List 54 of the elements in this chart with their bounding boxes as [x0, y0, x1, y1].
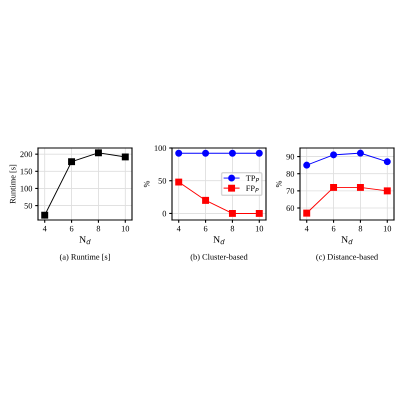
point [330, 184, 338, 191]
point [384, 187, 391, 194]
point [175, 150, 182, 157]
point [330, 151, 338, 158]
x-tick-label: 4 [304, 226, 309, 232]
y-tick-label: 200 [20, 152, 32, 158]
y-tick-label: 90 [286, 154, 294, 160]
point [256, 150, 263, 157]
y-tick-label: 50 [24, 202, 32, 209]
y-tick-label: 150 [20, 168, 32, 174]
text: (a) Runtime [s] [60, 254, 110, 262]
y-tick-label: 100 [154, 145, 166, 151]
x-tick-label: 6 [332, 226, 336, 232]
y-tick-label: 70 [286, 188, 294, 194]
x-axis-title: N$_{d}$ [341, 236, 353, 244]
point [94, 149, 102, 156]
x-tick-label: 10 [384, 226, 392, 232]
point [228, 210, 236, 217]
point [356, 184, 364, 191]
legend-label: FP$_{P}$ [246, 186, 259, 192]
y-tick-label: 50 [158, 178, 166, 184]
point [356, 150, 364, 157]
x-tick-label: 8 [358, 226, 362, 232]
point [68, 158, 76, 166]
text: (b) Cluster-based [190, 254, 248, 262]
x-tick-label: 8 [96, 226, 100, 232]
x-tick-label: 10 [256, 226, 264, 232]
x-axis-title: N$_{d}$ [213, 236, 225, 244]
x-tick-label: 8 [230, 226, 234, 232]
point [303, 210, 310, 217]
legend-label: TP$_{P}$ [246, 175, 260, 182]
x-tick-label: 6 [204, 226, 208, 232]
text: (c) Distance-based [316, 254, 378, 262]
point [41, 212, 48, 219]
y-axis-title: Runtime [s] [10, 164, 17, 204]
y-tick-label: 60 [286, 205, 294, 211]
x-tick-label: 4 [176, 226, 181, 232]
point [202, 150, 210, 157]
y-tick-label: 80 [286, 171, 294, 177]
y-tick-label: 0 [162, 210, 166, 216]
point [228, 150, 236, 157]
x-axis-title: N$_{d}$ [79, 236, 91, 244]
y-axis-title: % [144, 180, 150, 188]
point [303, 162, 310, 169]
y-tick-label: 100 [20, 186, 32, 192]
point [256, 210, 263, 217]
point [202, 196, 210, 204]
point [384, 158, 391, 166]
x-tick-label: 10 [122, 226, 130, 232]
x-tick-label: 6 [70, 226, 74, 232]
y-axis-title: % [276, 180, 282, 188]
point [175, 178, 182, 186]
x-tick-label: 4 [42, 226, 47, 232]
point [122, 153, 129, 160]
